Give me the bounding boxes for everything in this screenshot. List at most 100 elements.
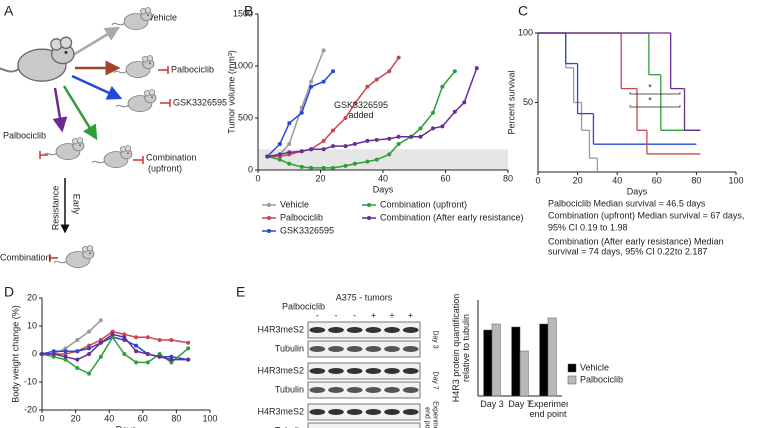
mouse-ear [76, 137, 84, 144]
shaded-region [258, 149, 508, 170]
data-point [87, 329, 92, 334]
mouse-eye [151, 96, 153, 98]
y-axis-label: Percent survival [506, 70, 516, 134]
data-point [110, 329, 115, 334]
note: Combination (After early resistance) Med… [548, 236, 724, 246]
lane-sign: + [389, 310, 394, 320]
data-point [287, 121, 292, 126]
data-point [352, 101, 357, 106]
mouse-icon [0, 36, 75, 82]
blot-box [307, 362, 421, 380]
note: 95% CI 0.19 to 1.98 [548, 222, 628, 232]
bar [491, 323, 501, 397]
treatment-label: Palbociclib [282, 301, 325, 311]
blot-side-label: Experimental end point [424, 401, 439, 428]
mouse-eye [64, 50, 68, 54]
lane-sign: - [316, 310, 319, 320]
lane-sign: - [353, 310, 356, 320]
data-point [287, 142, 292, 146]
data-point [321, 48, 326, 53]
y-tick-label: 1500 [233, 8, 253, 18]
blot-row-label: Tubulin [275, 384, 304, 394]
blot-box [307, 321, 421, 339]
blot-band [328, 368, 344, 374]
data-point [343, 116, 348, 120]
legend-swatch [267, 203, 271, 207]
bar [511, 326, 521, 397]
blot-band [309, 409, 326, 415]
note: survival = 74 days, 95% CI 0.22to 2.187 [548, 246, 707, 256]
blot-band [384, 368, 400, 374]
mouse-eye [147, 14, 149, 16]
data-point [452, 109, 457, 114]
data-point [157, 338, 162, 342]
data-point [343, 163, 348, 168]
data-point [321, 165, 326, 170]
x-tick-label: Experimental end point [528, 399, 568, 419]
blot-band [309, 346, 326, 352]
x-tick-label: 60 [138, 413, 148, 423]
blot-band [402, 387, 419, 393]
x-tick-label: 0 [255, 173, 260, 183]
blot-band [346, 346, 363, 352]
data-point [145, 360, 150, 365]
y-tick-label: 50 [523, 97, 533, 107]
blot-title: A375 - tumors [336, 292, 393, 302]
blot-box [307, 403, 421, 421]
blot-band [365, 387, 382, 393]
x-axis-label: Days [627, 186, 648, 196]
data-point [63, 352, 68, 356]
annotation: GSK3326595 added [334, 100, 388, 120]
mouse-tail [115, 104, 130, 108]
legend-swatch [267, 216, 271, 220]
arrows [52, 26, 123, 234]
data-point [321, 79, 326, 84]
mouse-eye [79, 144, 81, 146]
x-tick-label: 40 [104, 413, 114, 423]
data-point [418, 134, 423, 139]
blot-band [402, 346, 419, 352]
mouse-ear [146, 55, 154, 62]
x-tick-label: Experimental end point [528, 399, 568, 419]
x-tick-label: Day 3 [480, 399, 504, 409]
panel-letter: D [4, 284, 14, 300]
blot-band [346, 409, 363, 415]
legend-label: Vehicle [580, 362, 609, 372]
arrow [71, 74, 123, 100]
blot-band [402, 409, 419, 415]
data-point [186, 346, 191, 351]
blot-band [328, 387, 344, 393]
data-point [374, 77, 379, 82]
mouse-ear [148, 89, 156, 96]
legend-swatch [367, 216, 371, 220]
data-point [365, 159, 370, 164]
data-point [387, 136, 392, 141]
data-point [145, 335, 150, 340]
blot-band [346, 327, 363, 333]
mouse-icon [113, 55, 155, 78]
x-tick-label: 80 [691, 175, 701, 185]
data-point [145, 352, 150, 356]
mouse-tail [53, 260, 68, 264]
data-point [98, 318, 103, 323]
x-tick-label: Day 3 [480, 399, 504, 409]
data-point [169, 360, 174, 365]
data-point [122, 335, 127, 340]
x-tick-label: 80 [503, 173, 513, 183]
mouse-tail [43, 152, 58, 156]
data-point [134, 343, 139, 348]
blot-band [365, 327, 382, 333]
blot-band [384, 346, 400, 352]
data-point [51, 349, 56, 354]
legend-swatch [567, 375, 577, 385]
y-tick-label: 10 [27, 320, 37, 330]
data-point [343, 144, 348, 149]
data-point [462, 100, 467, 105]
mouse-tail [113, 70, 128, 74]
mouse-icon [91, 145, 133, 168]
data-point [75, 366, 80, 370]
x-tick-label: 100 [728, 175, 743, 185]
x-tick-label: 80 [171, 413, 181, 423]
diagram-label: (upfront) [148, 163, 182, 173]
data-point [287, 150, 292, 155]
